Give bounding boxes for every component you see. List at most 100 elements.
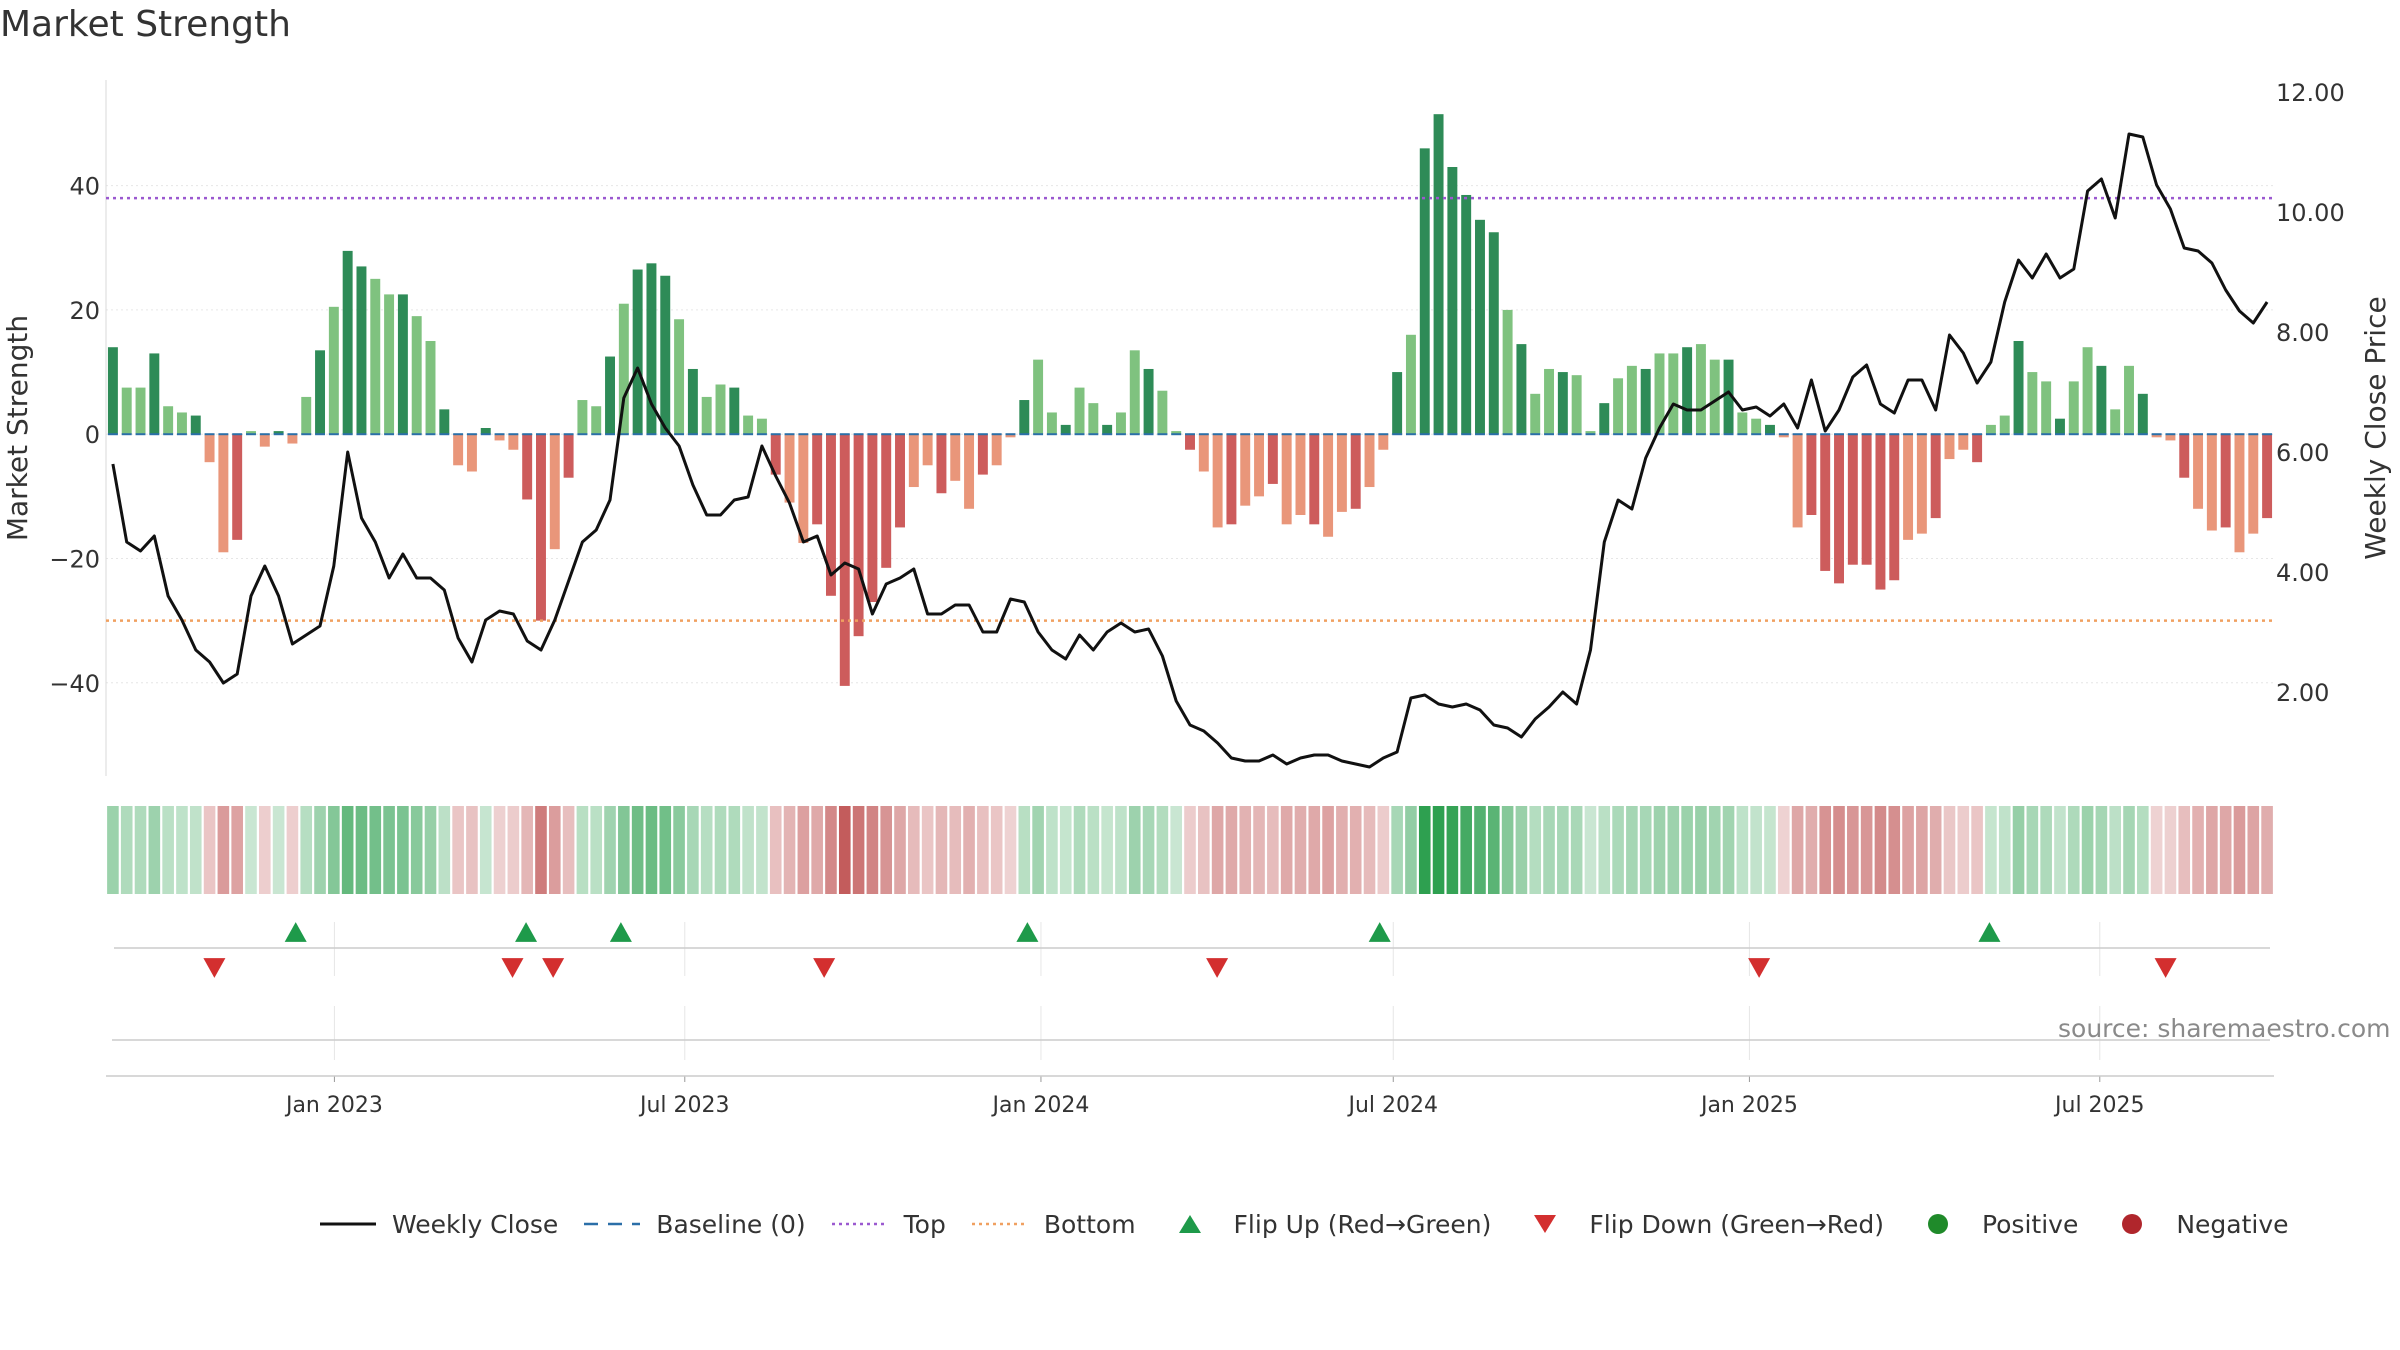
regime-strip-cell (1722, 806, 1735, 894)
regime-strip-cell (908, 806, 920, 894)
strength-bar (1295, 434, 1306, 515)
regime-strip-cell (1736, 806, 1749, 894)
flip-up-marker (1368, 922, 1391, 942)
regime-strip-cell (1377, 806, 1390, 894)
strength-bar (1309, 434, 1320, 525)
regime-strip-cell (1888, 806, 1901, 894)
strength-bar (384, 294, 395, 435)
strength-bar (2234, 434, 2245, 553)
strength-bar (1447, 167, 1458, 435)
strength-bar (936, 434, 947, 494)
strength-bar (2054, 418, 2065, 435)
regime-strip-cell (2067, 806, 2080, 894)
regime-strip-cell (714, 806, 727, 894)
regime-strip-cell (1612, 806, 1624, 894)
regime-strip-cell (410, 806, 423, 894)
strength-bar (646, 263, 657, 435)
strength-bar (2124, 365, 2134, 435)
y-tick-label-right: 8.00 (2276, 319, 2329, 347)
regime-strip-cell (1998, 806, 2011, 894)
regime-strip-cell (189, 806, 202, 894)
strength-bar (756, 418, 767, 435)
strength-bar (1751, 418, 1762, 435)
regime-strip-cell (1819, 806, 1832, 894)
strength-bar (1046, 412, 1057, 435)
strength-bar (1723, 359, 1734, 435)
regime-strip-cell (314, 806, 326, 894)
strength-bar (1765, 424, 1775, 435)
regime-strip-cell (783, 806, 796, 894)
regime-strip-cell (1543, 806, 1555, 894)
strength-bar (2110, 409, 2121, 435)
regime-strip-cell (1225, 806, 1238, 894)
flip-down-marker (542, 958, 565, 978)
strength-bar (2179, 434, 2190, 478)
regime-strip-cell (1142, 806, 1155, 894)
regime-strip-cell (1902, 806, 1914, 894)
regime-strip-cell (1087, 806, 1100, 894)
strength-bar (301, 396, 312, 435)
strength-bar (1364, 434, 1375, 488)
y-tick-label-left: 40 (69, 173, 100, 201)
strength-bar (853, 434, 864, 637)
regime-strip-cell (866, 806, 879, 894)
regime-strip-cell (769, 806, 782, 894)
strength-bar (1999, 415, 2010, 435)
strength-bar (1198, 434, 1209, 472)
legend-label: Baseline (0) (656, 1209, 806, 1239)
regime-strip-cell (466, 806, 478, 894)
regime-strip-cell (756, 806, 768, 894)
strength-bar (1599, 403, 1610, 435)
strength-bar (701, 396, 712, 435)
legend-item: Flip Down (Green→Red) (1515, 1210, 1884, 1239)
regime-strip-cell (852, 806, 865, 894)
y-tick-label-right: 10.00 (2276, 199, 2345, 227)
regime-strip-cell (1777, 806, 1790, 894)
regime-strip-cell (1115, 806, 1127, 894)
strength-bar (605, 356, 615, 435)
regime-strip-cell (1708, 806, 1721, 894)
strength-bar (1267, 434, 1278, 484)
y-tick-label-left: −40 (49, 670, 100, 698)
regime-strip-cell (880, 806, 893, 894)
regime-strip-cell (1198, 806, 1210, 894)
strength-bar (1392, 372, 1403, 435)
legend-label: Positive (1981, 1209, 2079, 1239)
regime-strip-cell (424, 806, 437, 894)
strength-bar (2193, 434, 2204, 509)
regime-strip-cell (1847, 806, 1859, 894)
strength-bar (1654, 353, 1665, 435)
strength-bar (135, 387, 146, 435)
strength-bar (729, 387, 740, 435)
legend-symbol-dash (584, 1222, 641, 1226)
regime-strip-cell (921, 806, 934, 894)
strength-bar (2262, 434, 2273, 519)
strength-bar (1972, 434, 1983, 463)
strength-bar (1557, 372, 1568, 435)
strength-bar (743, 415, 754, 435)
strength-bar (356, 266, 367, 435)
strength-bar (1626, 365, 1637, 435)
regime-strip-cell (1750, 806, 1762, 894)
legend-symbol-dot-orange (971, 1222, 1028, 1226)
y-tick-label-left: 0 (85, 421, 100, 449)
strength-bar (1695, 344, 1706, 435)
strength-bar (1682, 347, 1693, 435)
regime-strip-cell (1308, 806, 1321, 894)
y-tick-label-right: 4.00 (2276, 559, 2329, 587)
regime-strip-cell (949, 806, 962, 894)
strength-bar (2220, 434, 2231, 528)
strength-bar (991, 434, 1002, 466)
strength-bar (1820, 434, 1831, 571)
legend-item: Positive (1908, 1210, 2078, 1239)
y-tick-label-right: 12.00 (2276, 79, 2345, 107)
regime-strip-cell (1170, 806, 1182, 894)
strength-bar (1571, 375, 1582, 435)
strength-bar (149, 353, 160, 435)
legend-label: Flip Down (Green→Red) (1589, 1209, 1884, 1239)
flip-down-marker (203, 958, 226, 978)
regime-strip-cell (355, 806, 368, 894)
legend-symbol-line (320, 1222, 376, 1226)
flip-down-marker (2154, 958, 2177, 978)
strength-bar (2096, 365, 2107, 435)
